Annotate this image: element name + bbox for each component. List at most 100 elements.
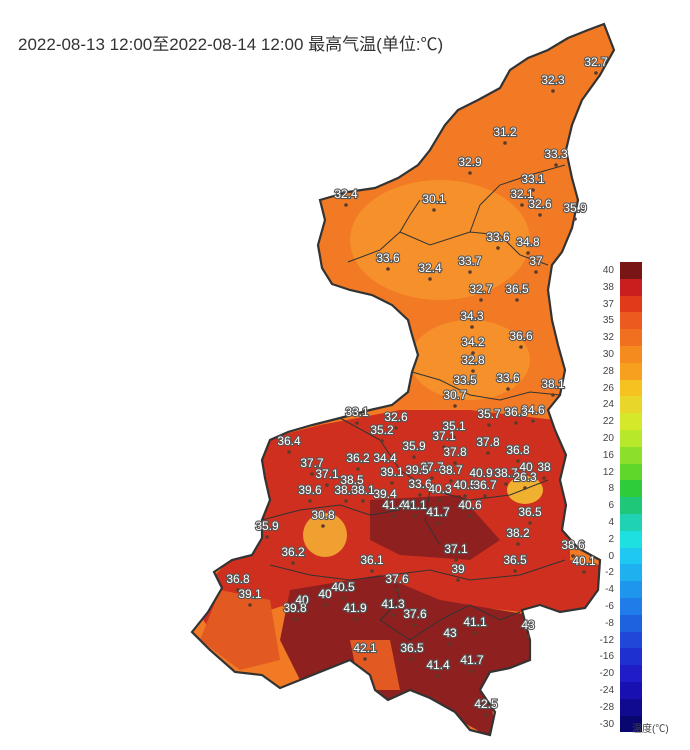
legend-tick-label: 0 (608, 550, 614, 562)
station-value: 36.2 (346, 451, 370, 465)
legend-swatch (620, 497, 642, 514)
station-dot (531, 188, 535, 192)
station-value: 41.9 (343, 601, 367, 615)
station-dot (554, 163, 558, 167)
station-dot (428, 277, 432, 281)
station-dot (248, 603, 252, 607)
station-dot (390, 481, 394, 485)
station-dot (484, 713, 488, 717)
station-dot (418, 493, 422, 497)
station-value: 35.1 (442, 419, 466, 433)
station-value: 31.2 (493, 125, 517, 139)
station-dot (449, 479, 453, 483)
station-dot (542, 476, 546, 480)
station-dot (523, 486, 527, 490)
station-value: 32.1 (510, 187, 534, 201)
legend-swatch (620, 413, 642, 430)
station-dot (473, 631, 477, 635)
station-value: 42.1 (353, 641, 377, 655)
station-value: 39.8 (283, 601, 307, 615)
station-value: 38 (537, 460, 551, 474)
station-dot (415, 479, 419, 483)
station-dot (412, 455, 416, 459)
station-value: 32.4 (334, 187, 358, 201)
station-value: 32.4 (418, 261, 442, 275)
station-dot (496, 246, 500, 250)
station-value: 40.5 (453, 478, 477, 492)
station-value: 34.4 (373, 451, 397, 465)
legend-tick-label: 2 (608, 533, 614, 545)
legend-tick-label: -8 (605, 617, 614, 629)
station-value: 40.9 (469, 466, 493, 480)
station-value: 36.3 (504, 405, 528, 419)
legend-tick-label: -4 (605, 584, 614, 596)
station-value: 37.8 (443, 445, 467, 459)
legend-swatch (620, 480, 642, 498)
station-dot (479, 298, 483, 302)
station-dot (341, 596, 345, 600)
station-dot (291, 561, 295, 565)
station-dot (504, 482, 508, 486)
station-value: 32.6 (384, 410, 408, 424)
station-dot (519, 345, 523, 349)
station-dot (430, 476, 434, 480)
station-value: 39.6 (298, 483, 322, 497)
station-value: 40 (318, 587, 332, 601)
station-value: 33.6 (496, 371, 520, 385)
legend-swatch (620, 698, 642, 716)
station-dot (355, 421, 359, 425)
station-dot (236, 588, 240, 592)
legend-swatch (620, 463, 642, 481)
legend-swatch (620, 598, 642, 615)
legend-swatch (620, 396, 642, 414)
station-value: 30.8 (311, 508, 335, 522)
station-value: 38.6 (334, 483, 358, 497)
station-dot (394, 426, 398, 430)
station-dot (526, 251, 530, 255)
station-value: 33.6 (376, 251, 400, 265)
station-dot (483, 494, 487, 498)
station-value: 39 (451, 562, 465, 576)
station-value: 26.3 (513, 470, 537, 484)
legend-swatch (620, 581, 642, 598)
station-dot (463, 494, 467, 498)
legend-swatch (620, 262, 642, 279)
station-dot (471, 351, 475, 355)
station-value: 36.8 (226, 572, 250, 586)
city-boundaries (261, 164, 566, 641)
station-value: 36.5 (400, 641, 424, 655)
legend-swatch (620, 295, 642, 313)
legend-tick-label: 38 (602, 281, 614, 293)
legend-swatch (620, 614, 642, 632)
station-dot (453, 461, 457, 465)
legend-swatch (620, 648, 642, 666)
station-dot (380, 439, 384, 443)
legend-swatch (620, 362, 642, 380)
station-value: 32.7 (584, 55, 608, 69)
legend-swatch (620, 715, 642, 733)
legend-swatch (620, 530, 642, 548)
station-dot (265, 535, 269, 539)
station-dot (506, 387, 510, 391)
station-dot (361, 499, 365, 503)
station-dot (287, 450, 291, 454)
station-value: 41.1 (463, 615, 487, 629)
legend-tick-label: -28 (599, 701, 614, 713)
station-value: 36.5 (503, 553, 527, 567)
legend-swatch (620, 430, 642, 447)
station-value: 36.7 (473, 478, 497, 492)
legend-tick-label: 28 (602, 365, 614, 377)
legend-tick-label: 4 (608, 517, 614, 528)
cool-spot (303, 513, 347, 557)
station-dot (413, 514, 417, 518)
station-dot (534, 270, 538, 274)
legend-tick-label: 16 (602, 449, 614, 461)
station-dot (551, 89, 555, 93)
station-dot (383, 467, 387, 471)
legend-tick-label: -16 (599, 651, 614, 663)
legend-swatch (620, 379, 642, 397)
station-value: 32.6 (528, 197, 552, 211)
station-value: 33.7 (458, 254, 482, 268)
station-value: 34.2 (461, 335, 485, 349)
